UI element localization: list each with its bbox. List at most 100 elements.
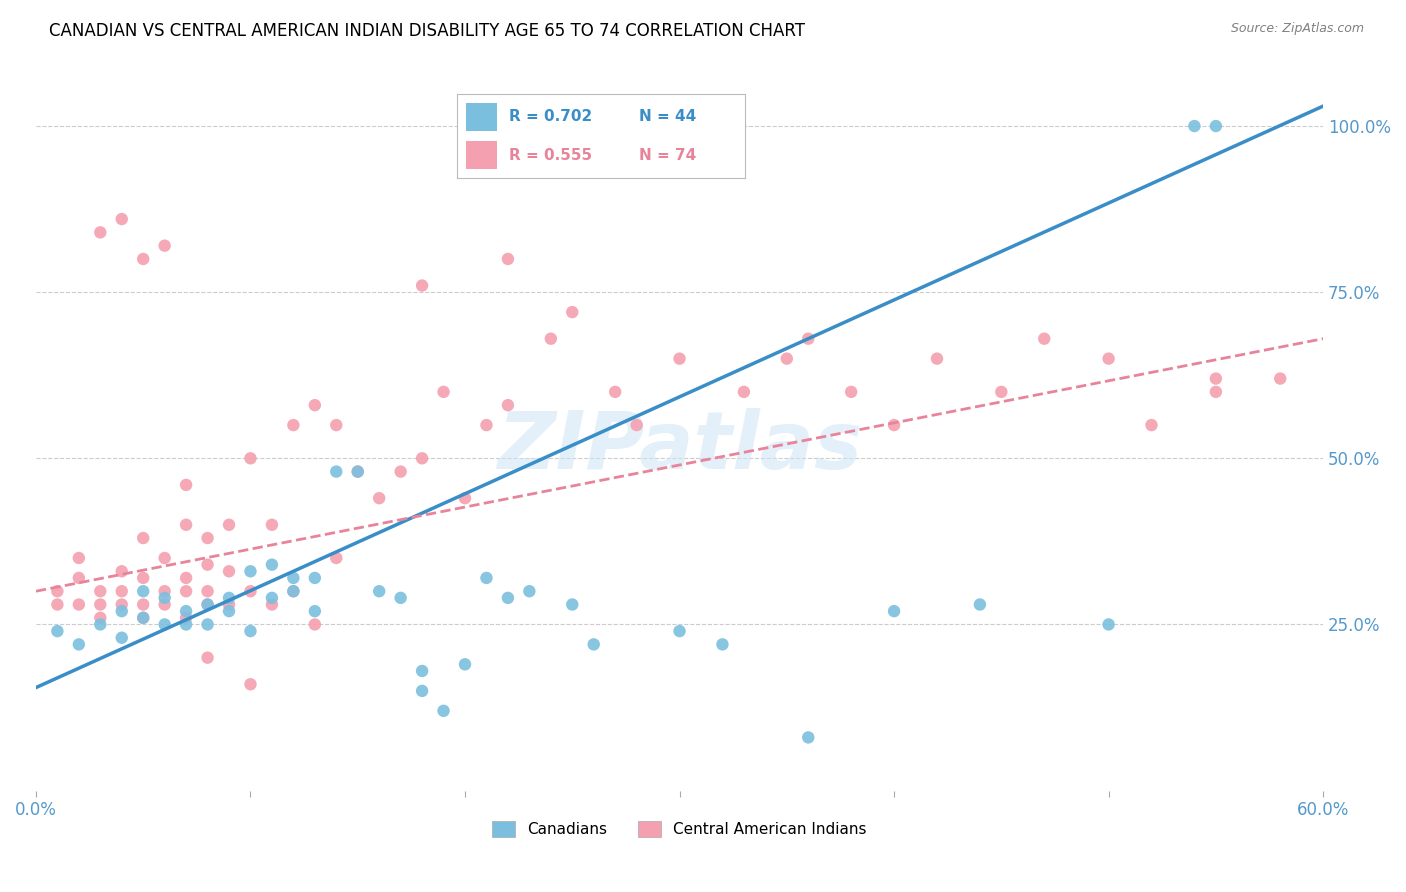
Point: [325, 465, 347, 479]
Point: [454, 657, 477, 672]
Point: [883, 604, 905, 618]
Point: [519, 584, 541, 599]
Point: [132, 584, 155, 599]
Text: R = 0.555: R = 0.555: [509, 147, 592, 162]
Point: [389, 465, 412, 479]
Point: [174, 478, 197, 492]
Point: [197, 598, 219, 612]
Point: [132, 531, 155, 545]
Point: [561, 598, 583, 612]
Point: [174, 571, 197, 585]
Point: [411, 664, 433, 678]
Point: [733, 384, 755, 399]
Point: [283, 571, 305, 585]
Point: [346, 465, 368, 479]
Point: [132, 611, 155, 625]
Point: [883, 418, 905, 433]
Point: [89, 611, 111, 625]
Point: [89, 584, 111, 599]
Point: [432, 704, 454, 718]
Point: [111, 564, 134, 578]
Point: [132, 252, 155, 266]
Point: [174, 517, 197, 532]
Point: [67, 571, 90, 585]
Point: [67, 637, 90, 651]
Point: [174, 611, 197, 625]
Point: [260, 598, 283, 612]
Point: [1033, 332, 1056, 346]
Point: [496, 398, 519, 412]
Point: [132, 611, 155, 625]
Point: [605, 384, 627, 399]
Point: [67, 598, 90, 612]
Point: [218, 591, 240, 605]
Point: [197, 650, 219, 665]
Point: [389, 591, 412, 605]
Point: [111, 212, 134, 227]
Text: R = 0.702: R = 0.702: [509, 110, 592, 125]
Point: [969, 598, 991, 612]
Point: [153, 238, 176, 252]
FancyBboxPatch shape: [465, 103, 498, 131]
Point: [668, 351, 690, 366]
Point: [797, 731, 820, 745]
Point: [990, 384, 1012, 399]
Point: [111, 631, 134, 645]
Point: [776, 351, 799, 366]
Text: Source: ZipAtlas.com: Source: ZipAtlas.com: [1230, 22, 1364, 36]
Point: [1205, 384, 1227, 399]
Text: CANADIAN VS CENTRAL AMERICAN INDIAN DISABILITY AGE 65 TO 74 CORRELATION CHART: CANADIAN VS CENTRAL AMERICAN INDIAN DISA…: [49, 22, 806, 40]
Point: [1184, 119, 1206, 133]
Point: [496, 591, 519, 605]
Point: [1270, 371, 1292, 385]
Point: [260, 558, 283, 572]
Point: [368, 491, 391, 506]
Point: [711, 637, 734, 651]
Point: [304, 617, 326, 632]
Point: [1140, 418, 1163, 433]
Point: [475, 571, 498, 585]
Point: [111, 604, 134, 618]
Point: [174, 617, 197, 632]
Point: [111, 584, 134, 599]
Point: [46, 624, 69, 639]
Point: [561, 305, 583, 319]
Point: [325, 418, 347, 433]
Point: [368, 584, 391, 599]
Point: [283, 584, 305, 599]
Point: [89, 226, 111, 240]
Point: [325, 551, 347, 566]
Point: [89, 617, 111, 632]
Point: [475, 418, 498, 433]
Point: [304, 398, 326, 412]
Point: [174, 604, 197, 618]
Point: [239, 584, 262, 599]
Point: [283, 584, 305, 599]
Point: [153, 591, 176, 605]
Point: [432, 384, 454, 399]
Point: [218, 564, 240, 578]
Point: [668, 624, 690, 639]
Point: [111, 598, 134, 612]
Point: [260, 517, 283, 532]
Point: [89, 598, 111, 612]
Point: [67, 551, 90, 566]
Point: [304, 604, 326, 618]
Point: [626, 418, 648, 433]
Point: [197, 584, 219, 599]
Point: [304, 571, 326, 585]
Point: [797, 332, 820, 346]
Point: [218, 517, 240, 532]
Text: ZIPatlas: ZIPatlas: [498, 408, 862, 486]
Point: [411, 684, 433, 698]
Point: [239, 677, 262, 691]
Point: [1097, 617, 1119, 632]
Point: [540, 332, 562, 346]
Point: [153, 617, 176, 632]
Point: [1205, 371, 1227, 385]
Legend: Canadians, Central American Indians: Canadians, Central American Indians: [485, 814, 875, 845]
Point: [174, 584, 197, 599]
Point: [239, 624, 262, 639]
Point: [153, 598, 176, 612]
Point: [153, 584, 176, 599]
